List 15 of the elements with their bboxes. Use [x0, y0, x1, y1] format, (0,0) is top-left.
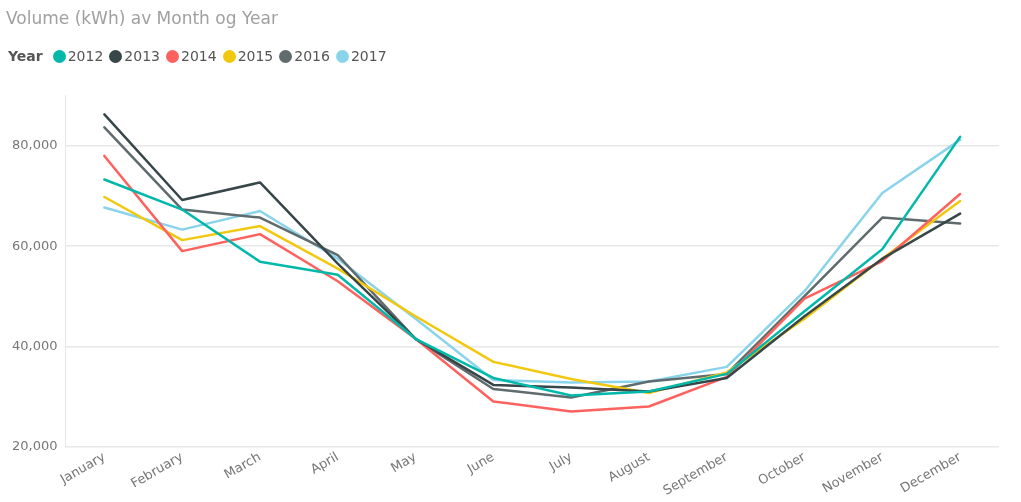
y-tick-label: 80,000 — [11, 137, 58, 153]
legend-label: 2014 — [180, 48, 217, 64]
x-tick-label: July — [545, 448, 575, 475]
y-tick-label: 60,000 — [11, 237, 58, 253]
legend-label: 2012 — [67, 48, 104, 64]
legend-label: 2015 — [237, 48, 274, 64]
x-tick-label: June — [463, 448, 497, 477]
legend-label: 2017 — [350, 48, 387, 64]
legend-label: 2013 — [124, 48, 160, 64]
y-tick-label: 40,000 — [11, 337, 58, 353]
y-tick-label: 20,000 — [11, 437, 58, 453]
x-tick-label: May — [387, 448, 420, 476]
chart-title: Volume (kWh) av Month og Year — [6, 8, 278, 28]
legend-title: Year — [8, 48, 43, 64]
legend-label: 2016 — [294, 48, 330, 64]
